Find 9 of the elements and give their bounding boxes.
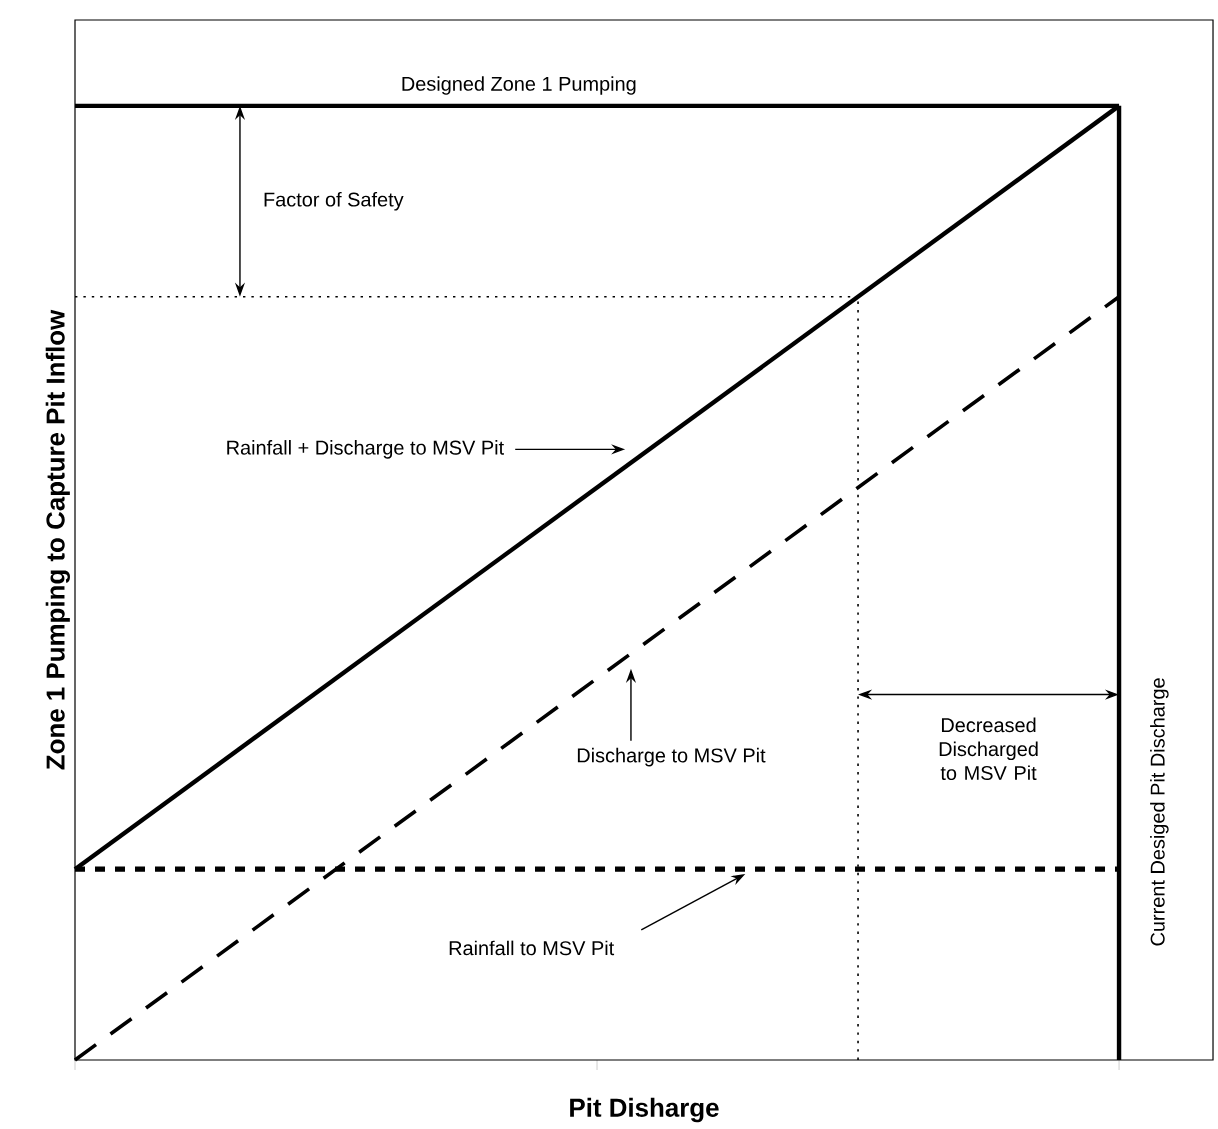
annotation: Rainfall to MSV Pit — [449, 940, 615, 956]
ref-line-label: Designed Zone 1 Pumping — [402, 76, 636, 95]
annotation: Decreased Discharged to MSV Pit — [939, 717, 1038, 781]
annotation: Factor of Safety — [264, 191, 404, 211]
x-axis-title: Pit Disharge — [570, 1097, 719, 1123]
y-axis-title: Zone 1 Pumping to Capture Pit Inflow — [45, 309, 70, 770]
text: Current Desiged Pit Discharge — [1150, 678, 1169, 946]
annotation: Discharge to MSV Pit — [577, 747, 766, 767]
annotation: Rainfall + Discharge to MSV Pit — [227, 440, 504, 459]
